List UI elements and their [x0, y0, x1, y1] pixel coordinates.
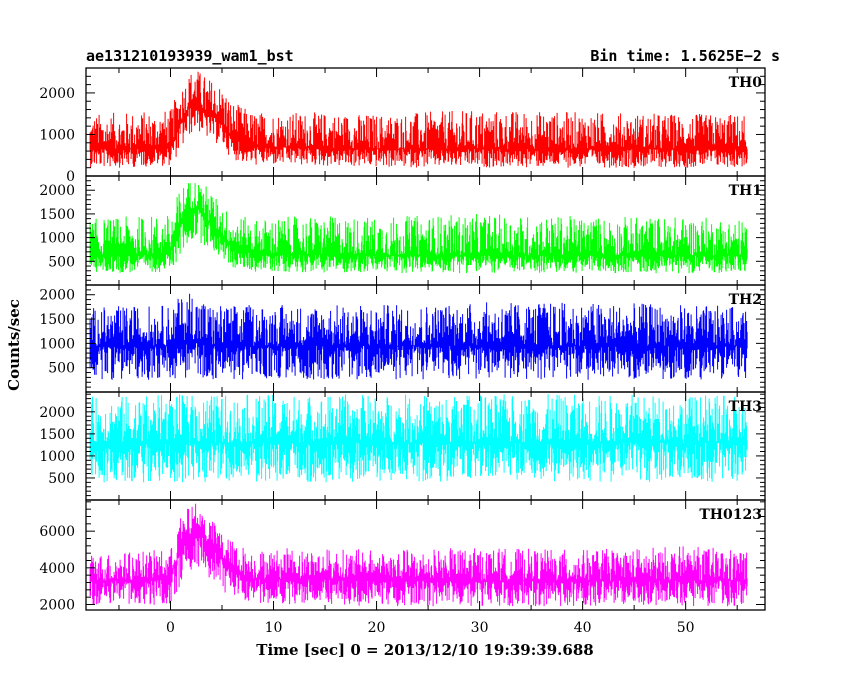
panel-frame — [85, 499, 766, 611]
y-tick-label: 1000 — [39, 449, 75, 465]
panel-label: TH2 — [729, 292, 762, 308]
series-line-th0123 — [89, 503, 748, 607]
panel-label: TH0123 — [699, 507, 762, 523]
series-line-th0 — [89, 71, 748, 168]
y-tick-label: 1000 — [39, 231, 75, 247]
panel-th3: 500 1000 1500 2000 TH3 — [39, 391, 766, 501]
panel-label: TH1 — [729, 183, 762, 199]
x-axis-label: Time [sec] 0 = 2013/12/10 19:39:39.688 — [256, 641, 593, 659]
panel-label: TH0 — [729, 75, 763, 91]
panel-th2: 500 1000 1500 2000 TH2 — [39, 284, 766, 393]
y-tick-label: 500 — [48, 254, 75, 270]
x-tick-label: 20 — [368, 620, 386, 636]
y-tick-label: 6000 — [39, 524, 75, 540]
y-tick-label: 500 — [48, 361, 75, 377]
y-tick-label: 1500 — [39, 427, 75, 443]
y-tick-label: 2000 — [39, 86, 75, 102]
y-tick-label: 1500 — [39, 312, 75, 328]
panels: 0 1000 2000 TH0 500 1000 1500 2000 TH1 500 1000 150… — [39, 67, 766, 614]
bin-time-label: Bin time: 1.5625E−2 s — [590, 47, 780, 65]
x-tick-label: 0 — [166, 620, 175, 636]
series-line-th2 — [89, 293, 748, 380]
x-tick-label: 50 — [677, 620, 695, 636]
x-axis-tick-labels: 0 10 20 30 40 50 — [166, 620, 695, 636]
y-tick-label: 0 — [66, 169, 75, 185]
chart-title: ae131210193939_wam1_bst — [86, 47, 294, 65]
y-tick-label: 1500 — [39, 207, 75, 223]
y-tick-label: 2000 — [39, 288, 75, 304]
panel-label: TH3 — [729, 399, 762, 415]
y-tick-label: 1000 — [39, 127, 75, 143]
x-tick-label: 40 — [574, 620, 592, 636]
x-tick-label: 10 — [265, 620, 283, 636]
panel-th1: 500 1000 1500 2000 TH1 — [39, 175, 766, 286]
x-tick-label: 30 — [471, 620, 489, 636]
y-tick-label: 4000 — [39, 561, 75, 577]
series-line-th1 — [89, 183, 748, 274]
series-line-th3 — [89, 394, 748, 483]
panel-th0: 0 1000 2000 TH0 — [39, 67, 766, 185]
y-tick-label: 2000 — [39, 405, 75, 421]
y-tick-label: 500 — [48, 471, 75, 487]
panel-th0123: 2000 4000 6000 TH0123 — [39, 499, 766, 614]
y-tick-label: 1000 — [39, 336, 75, 352]
y-tick-label: 2000 — [39, 598, 75, 614]
y-axis-label: Counts/sec — [5, 299, 23, 391]
y-tick-label: 2000 — [39, 183, 75, 199]
